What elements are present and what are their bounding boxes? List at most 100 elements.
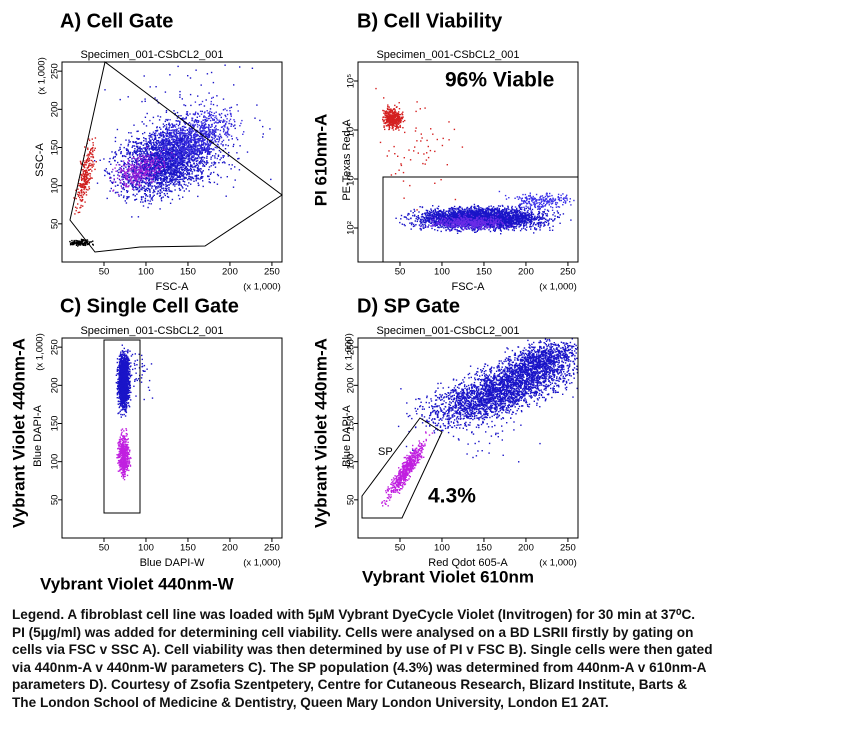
event-dot bbox=[143, 193, 146, 195]
event-dot bbox=[114, 156, 116, 158]
event-dot bbox=[141, 152, 143, 155]
event-dot bbox=[95, 161, 97, 163]
event-dot bbox=[186, 129, 188, 131]
event-dot bbox=[187, 135, 190, 138]
event-dot bbox=[170, 134, 173, 136]
event-dot bbox=[143, 187, 145, 189]
event-dot bbox=[142, 177, 144, 180]
event-dot bbox=[136, 165, 138, 168]
event-dot bbox=[190, 170, 192, 172]
event-dot bbox=[132, 186, 134, 188]
event-dot bbox=[94, 168, 96, 171]
event-dot bbox=[169, 163, 172, 166]
event-dot bbox=[82, 183, 84, 186]
event-dot bbox=[133, 145, 135, 147]
event-dot bbox=[125, 176, 127, 178]
event-dot bbox=[83, 184, 85, 186]
event-dot bbox=[138, 189, 140, 191]
event-dot bbox=[118, 195, 120, 197]
event-dot bbox=[179, 166, 181, 169]
event-dot bbox=[174, 126, 177, 128]
event-dot bbox=[192, 153, 195, 155]
event-dot bbox=[83, 187, 86, 189]
event-dot bbox=[167, 157, 169, 160]
event-dot bbox=[150, 166, 152, 168]
event-dot bbox=[163, 170, 166, 172]
event-dot bbox=[199, 157, 201, 159]
event-dot bbox=[182, 150, 184, 152]
event-dot bbox=[183, 178, 185, 180]
event-dot bbox=[181, 164, 184, 167]
event-dot bbox=[168, 156, 170, 159]
event-dot bbox=[149, 173, 151, 175]
event-dot bbox=[159, 163, 161, 165]
event-dot bbox=[126, 153, 128, 155]
event-dot bbox=[169, 119, 171, 121]
event-dot bbox=[87, 189, 89, 191]
event-dot bbox=[84, 173, 86, 176]
event-dot bbox=[154, 134, 157, 136]
event-dot bbox=[127, 96, 129, 98]
event-dot bbox=[113, 178, 115, 180]
event-dot bbox=[181, 169, 183, 171]
event-dot bbox=[192, 177, 195, 180]
event-dot bbox=[184, 132, 186, 135]
event-dot bbox=[154, 185, 156, 187]
event-dot bbox=[128, 179, 130, 181]
event-dot bbox=[184, 134, 186, 136]
event-dot bbox=[136, 159, 138, 161]
event-dot bbox=[146, 142, 148, 145]
event-dot bbox=[119, 98, 121, 101]
event-dot bbox=[85, 194, 88, 196]
event-dot bbox=[200, 145, 202, 147]
event-dot bbox=[141, 176, 143, 179]
event-dot bbox=[130, 169, 133, 171]
event-dot bbox=[233, 143, 235, 146]
event-dot bbox=[192, 166, 194, 168]
event-dot bbox=[403, 157, 405, 159]
event-dot bbox=[137, 156, 140, 159]
event-dot bbox=[130, 132, 132, 134]
event-dot bbox=[222, 109, 225, 111]
event-dot bbox=[217, 154, 220, 156]
event-dot bbox=[137, 130, 139, 132]
event-dot bbox=[121, 176, 123, 178]
event-dot bbox=[130, 176, 132, 178]
event-dot bbox=[151, 142, 153, 144]
event-dot bbox=[159, 177, 161, 179]
event-dot bbox=[214, 157, 216, 159]
event-dot bbox=[163, 132, 165, 134]
event-dot bbox=[408, 149, 410, 151]
event-dot bbox=[149, 157, 151, 160]
event-dot bbox=[139, 157, 142, 160]
event-dot bbox=[80, 204, 82, 207]
event-dot bbox=[158, 132, 160, 135]
event-dot bbox=[204, 121, 206, 123]
event-dot bbox=[210, 156, 212, 158]
event-dot bbox=[84, 146, 86, 148]
event-dot bbox=[177, 171, 179, 173]
event-dot bbox=[144, 155, 147, 157]
event-dot bbox=[185, 157, 187, 160]
event-dot bbox=[142, 172, 144, 175]
event-dot bbox=[141, 121, 143, 123]
event-dot bbox=[206, 136, 209, 138]
event-dot bbox=[173, 145, 175, 147]
event-dot bbox=[123, 163, 125, 166]
event-dot bbox=[144, 98, 146, 100]
event-dot bbox=[194, 166, 197, 168]
event-dot bbox=[133, 179, 136, 182]
event-dot bbox=[131, 162, 134, 164]
event-dot bbox=[139, 150, 142, 152]
event-dot bbox=[398, 102, 400, 104]
event-dot bbox=[177, 160, 179, 162]
event-dot bbox=[525, 207, 528, 210]
event-dot bbox=[71, 242, 73, 244]
event-dot bbox=[231, 164, 233, 166]
event-dot bbox=[153, 134, 155, 136]
event-dot bbox=[93, 163, 95, 165]
event-dot bbox=[188, 175, 190, 177]
event-dot bbox=[189, 132, 192, 135]
event-dot bbox=[175, 123, 178, 125]
